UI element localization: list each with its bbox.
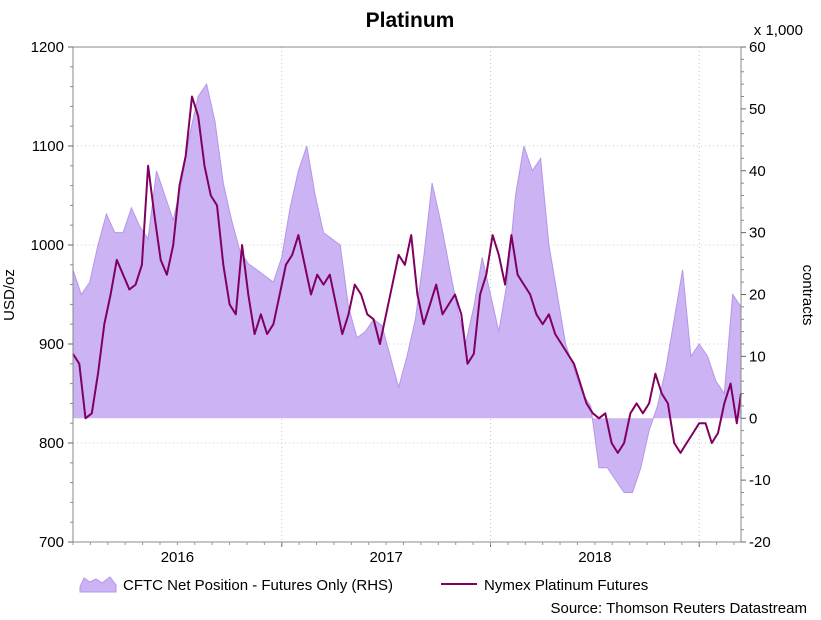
right-tick-label: -10 (749, 472, 771, 489)
right-tick-label: -20 (749, 534, 771, 551)
right-axis-ticks: -20 -10 0 10 20 30 40 50 60 (741, 39, 771, 551)
legend-swatch-cftc (79, 576, 117, 593)
left-tick-label: 900 (39, 336, 64, 353)
x-axis-ticks: 2016 2017 2018 (72, 542, 735, 566)
nymex-line-series (72, 95, 742, 454)
legend: CFTC Net Position - Futures Only (RHS) N… (79, 576, 648, 594)
right-tick-label: 50 (749, 101, 766, 118)
left-axis-ticks: 700 800 900 1000 1100 1200 (31, 39, 73, 551)
cftc-area-series (72, 82, 742, 493)
right-tick-label: 40 (749, 163, 766, 180)
right-tick-label: 60 (749, 39, 766, 56)
right-tick-label: 10 (749, 348, 766, 365)
x-tick-label: 2017 (369, 549, 402, 566)
x-tick-label: 2018 (578, 549, 611, 566)
left-axis-label: USD/oz (1, 269, 18, 321)
left-tick-label: 1100 (32, 138, 64, 155)
left-tick-label: 1200 (31, 39, 64, 56)
left-tick-label: 700 (39, 534, 64, 551)
nymex-line (72, 95, 742, 454)
left-tick-label: 800 (39, 435, 64, 452)
x-tick-label: 2016 (161, 549, 194, 566)
legend-label-cftc: CFTC Net Position - Futures Only (RHS) (123, 577, 393, 594)
legend-label-nymex: Nymex Platinum Futures (484, 577, 648, 594)
right-axis-label: contracts (799, 265, 816, 326)
cftc-area-fill (73, 84, 741, 493)
right-tick-label: 0 (749, 410, 757, 427)
left-tick-label: 1000 (31, 237, 64, 254)
right-tick-label: 30 (749, 225, 766, 242)
right-axis-unit-note: x 1,000 (754, 22, 803, 39)
source-note: Source: Thomson Reuters Datastream (550, 600, 807, 617)
right-tick-label: 20 (749, 287, 766, 304)
chart-title: Platinum (366, 9, 455, 32)
